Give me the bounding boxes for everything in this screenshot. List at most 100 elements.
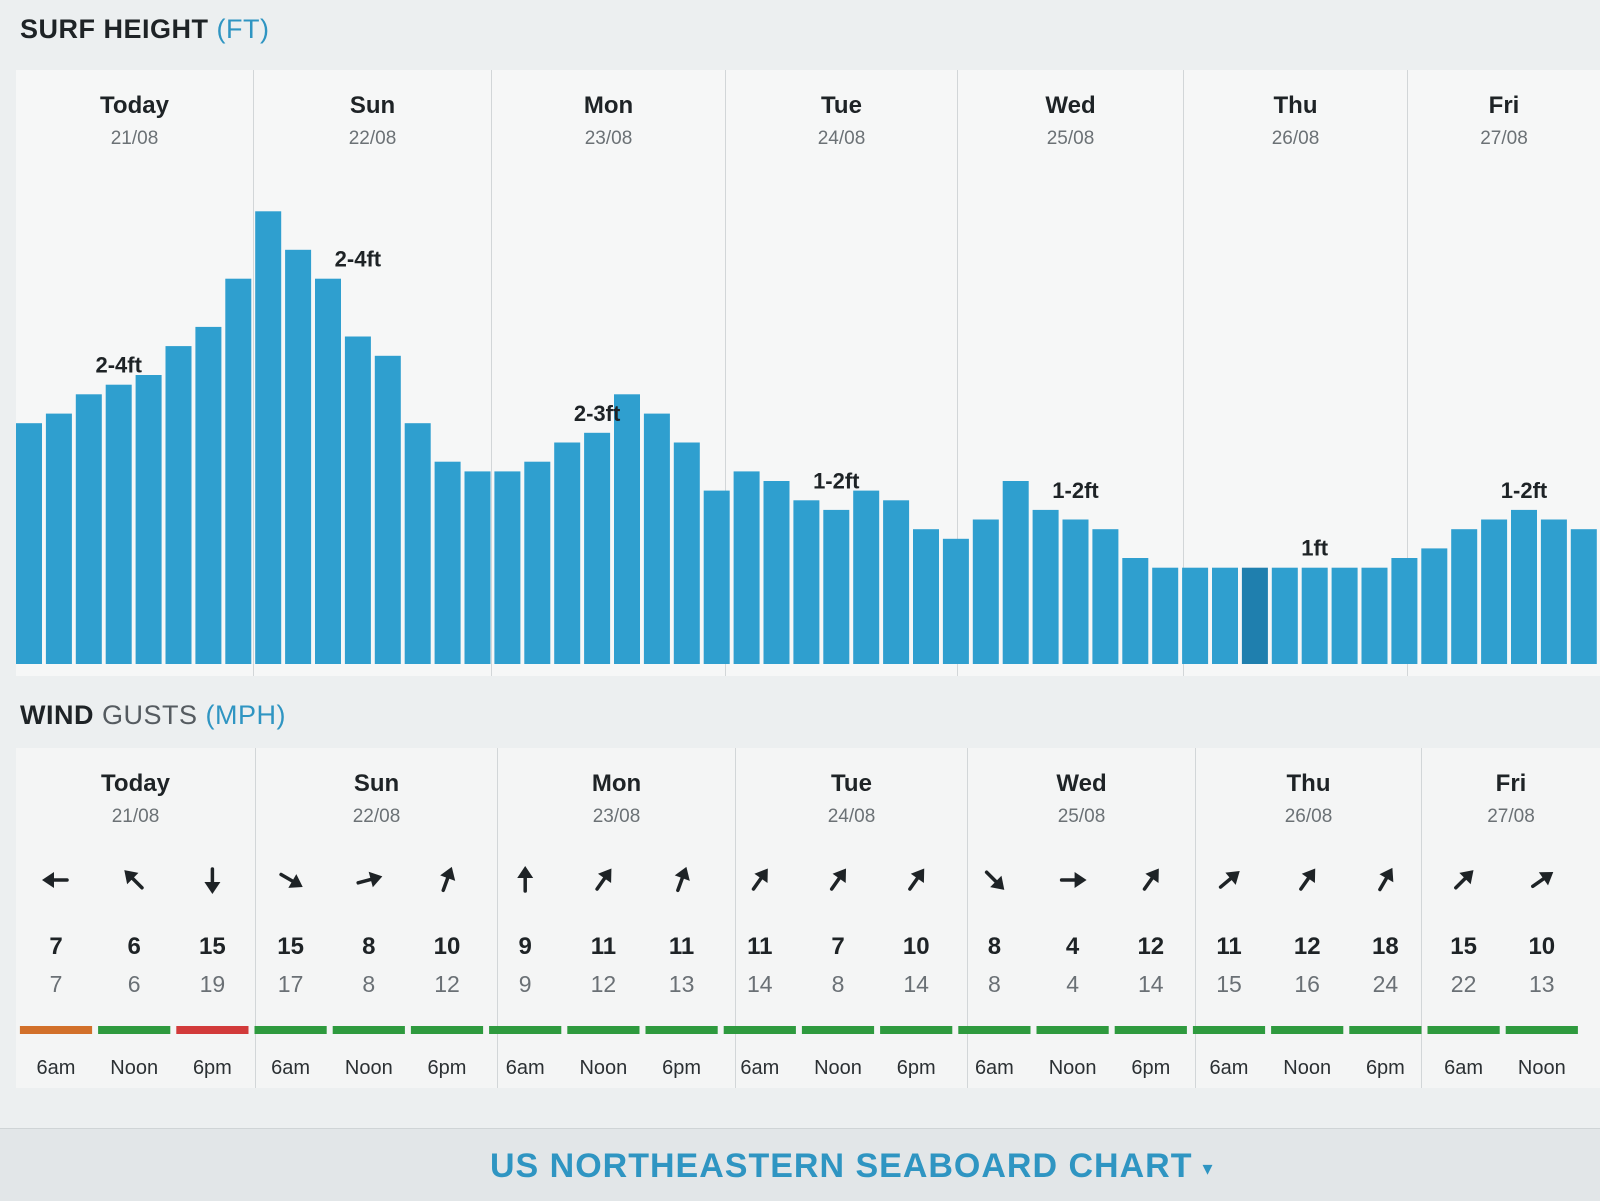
surf-day-mon[interactable]: Mon 23/08	[492, 70, 726, 676]
surf-bar[interactable]	[1331, 567, 1358, 664]
surf-bar[interactable]	[1212, 567, 1238, 664]
surf-bar[interactable]	[1511, 509, 1537, 664]
day-name: Wed	[1045, 92, 1096, 119]
wind-day-mon[interactable]: Mon 23/08	[498, 748, 736, 1088]
surf-bar[interactable]	[942, 538, 969, 664]
wind-slot[interactable]: 6 6 Noon	[98, 864, 171, 1079]
wind-slot[interactable]: 11 13 6pm	[645, 864, 718, 1079]
surf-bar[interactable]	[16, 423, 42, 664]
surf-bar[interactable]	[165, 346, 192, 664]
surf-day-sun[interactable]: Sun 22/08	[254, 70, 492, 676]
wind-slot[interactable]: 11 12 Noon	[567, 864, 640, 1079]
wind-day-thu[interactable]: Thu 26/08	[1196, 748, 1422, 1088]
wind-speed: 7	[831, 933, 844, 960]
surf-bar[interactable]	[614, 394, 640, 664]
surf-bar[interactable]	[374, 355, 401, 664]
regional-chart-link[interactable]: US NORTHEASTERN SEABOARD CHART ▾	[490, 1147, 1214, 1186]
surf-bar[interactable]	[853, 490, 880, 664]
surf-day-tue[interactable]: Tue 24/08	[726, 70, 958, 676]
wind-slot[interactable]: 10 12 6pm	[410, 864, 484, 1079]
wind-slot[interactable]: 18 24 6pm	[1349, 864, 1422, 1079]
surf-bar[interactable]	[1241, 567, 1268, 664]
wind-slot[interactable]: 15 19 6pm	[176, 867, 249, 1079]
surf-day-thu[interactable]: Thu 26/08	[1184, 70, 1408, 676]
surf-bar[interactable]	[225, 278, 252, 664]
wind-speed: 7	[49, 933, 62, 960]
surf-bar[interactable]	[554, 442, 581, 665]
wind-day-today[interactable]: Today 21/08	[16, 748, 256, 1088]
surf-bar[interactable]	[195, 326, 222, 664]
surf-bar[interactable]	[1421, 548, 1448, 664]
time-label: Noon	[110, 1057, 158, 1079]
wind-slot[interactable]: 12 16 Noon	[1271, 864, 1344, 1079]
surf-bar[interactable]	[1301, 567, 1328, 664]
surf-bar[interactable]	[793, 500, 820, 664]
surf-bar[interactable]	[883, 500, 910, 664]
surf-bar[interactable]	[763, 481, 790, 664]
wind-slot[interactable]: 9 9 6am	[489, 866, 562, 1079]
wind-rating-bar	[723, 1026, 796, 1034]
surf-bar[interactable]	[1032, 509, 1059, 664]
wind-slot[interactable]: 8 8 Noon	[332, 869, 405, 1079]
surf-bar[interactable]	[584, 432, 611, 664]
wind-rating-bar	[801, 1026, 875, 1034]
surf-bar[interactable]	[1182, 567, 1209, 664]
surf-bar[interactable]	[1540, 519, 1567, 665]
surf-day-fri[interactable]: Fri 27/08	[1408, 70, 1600, 676]
surf-bar[interactable]	[673, 442, 700, 665]
surf-bar[interactable]	[1451, 529, 1478, 664]
surf-bar[interactable]	[733, 471, 760, 664]
surf-bar[interactable]	[1361, 567, 1388, 664]
surf-bar[interactable]	[1062, 519, 1089, 665]
wind-slot[interactable]: 7 8 Noon	[801, 864, 875, 1079]
surf-bar[interactable]	[1481, 519, 1508, 665]
wind-rating-bar	[176, 1026, 249, 1034]
wind-day-sun[interactable]: Sun 22/08	[256, 748, 498, 1088]
surf-bar[interactable]	[75, 394, 102, 664]
wind-slot[interactable]: 11 15 6am	[1192, 865, 1266, 1079]
wind-slot[interactable]: 8 8 6am	[958, 867, 1031, 1079]
surf-bar[interactable]	[434, 461, 461, 664]
wind-slot[interactable]: 12 14 6pm	[1114, 864, 1187, 1079]
surf-bar[interactable]	[1092, 529, 1119, 664]
surf-bar[interactable]	[464, 471, 491, 664]
wind-gust: 19	[200, 971, 226, 997]
surf-bar[interactable]	[823, 509, 850, 664]
surf-bar[interactable]	[315, 278, 341, 664]
surf-bar[interactable]	[1570, 529, 1597, 664]
wind-slot[interactable]: 10 13 Noon	[1505, 865, 1578, 1079]
surf-bar[interactable]	[524, 461, 551, 664]
surf-bar[interactable]	[972, 519, 999, 665]
wind-slot[interactable]: 15 22 6am	[1427, 864, 1500, 1079]
surf-bar[interactable]	[344, 336, 371, 665]
surf-bar[interactable]	[703, 490, 730, 664]
wind-slot[interactable]: 11 14 6am	[723, 864, 796, 1079]
surf-bar[interactable]	[285, 249, 312, 665]
surf-bar[interactable]	[105, 384, 132, 664]
surf-bar[interactable]	[45, 413, 72, 664]
surf-bar[interactable]	[643, 413, 670, 664]
regional-chart-label: US NORTHEASTERN SEABOARD CHART	[490, 1147, 1193, 1185]
wind-slot[interactable]: 7 7 6am	[19, 872, 93, 1079]
surf-bar[interactable]	[913, 529, 939, 664]
wind-slot[interactable]: 15 17 6am	[254, 868, 327, 1079]
surf-bar[interactable]	[1122, 558, 1149, 664]
day-date: 21/08	[110, 128, 159, 149]
wind-day-fri[interactable]: Fri 27/08	[1422, 748, 1600, 1088]
surf-day-wed[interactable]: Wed 25/08	[958, 70, 1184, 676]
day-name: Sun	[353, 770, 400, 797]
surf-bar[interactable]	[1152, 567, 1179, 664]
wind-slot[interactable]: 4 4 Noon	[1036, 872, 1109, 1079]
surf-bar[interactable]	[404, 423, 431, 664]
surf-bar[interactable]	[1002, 481, 1029, 664]
surf-bar[interactable]	[1391, 558, 1418, 664]
surf-bar[interactable]	[255, 211, 282, 665]
wind-day-tue[interactable]: Tue 24/08	[736, 748, 968, 1088]
wind-day-wed[interactable]: Wed 25/08	[968, 748, 1196, 1088]
surf-bar[interactable]	[135, 375, 162, 664]
wind-slot[interactable]: 10 14 6pm	[880, 864, 953, 1079]
surf-day-today[interactable]: Today 21/08	[16, 70, 254, 676]
wind-speed: 11	[591, 933, 616, 960]
surf-bar[interactable]	[1271, 567, 1298, 664]
surf-bar[interactable]	[494, 471, 521, 664]
